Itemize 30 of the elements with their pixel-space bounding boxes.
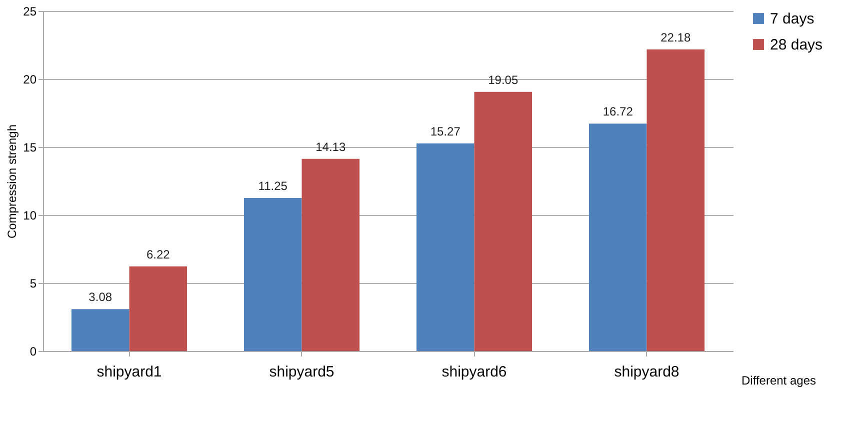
data-label: 16.72 — [602, 104, 634, 119]
x-tick-label: shipyard6 — [442, 364, 507, 380]
bar — [71, 309, 130, 351]
data-label: 6.22 — [146, 247, 170, 262]
data-label: 15.27 — [430, 124, 461, 138]
data-label: 22.18 — [660, 30, 691, 44]
y-axis-title: Compression strengh — [5, 124, 20, 239]
x-tick-label: shipyard1 — [96, 364, 162, 380]
y-tick-label: 15 — [23, 140, 37, 154]
data-label: 11.25 — [258, 179, 288, 193]
x-axis-title: Different ages — [742, 374, 816, 388]
data-label: 19.05 — [488, 72, 518, 87]
bar — [416, 143, 474, 351]
bar — [588, 124, 647, 351]
data-label: 3.08 — [88, 290, 112, 304]
y-tick-label: 10 — [23, 208, 37, 222]
bar — [646, 49, 705, 351]
y-tick-label: 5 — [30, 276, 37, 290]
legend-label: 7 days — [770, 10, 814, 28]
x-tick-label: shipyard8 — [614, 364, 680, 380]
y-tick-label: 0 — [30, 344, 37, 358]
bar — [129, 266, 188, 351]
y-tick-label: 20 — [23, 72, 37, 86]
y-tick-label: 25 — [23, 4, 37, 18]
bar — [244, 198, 302, 351]
bar — [302, 158, 360, 351]
x-tick-label: shipyard5 — [269, 364, 334, 380]
data-label: 14.13 — [316, 140, 346, 154]
bar — [474, 92, 532, 351]
legend-label: 28 days — [770, 36, 823, 54]
